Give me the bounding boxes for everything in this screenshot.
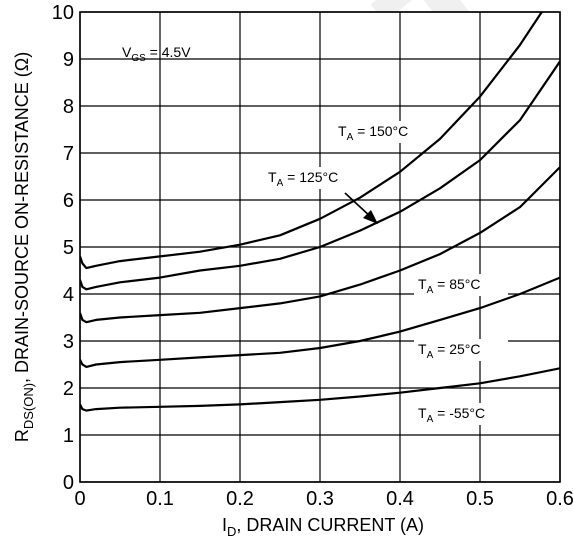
x-tick-label: 0.5 — [466, 488, 494, 510]
y-tick-label: 4 — [63, 284, 74, 306]
series-line — [80, 60, 560, 291]
y-tick-label: 0 — [63, 472, 74, 494]
y-axis-title: RDS(ON), DRAIN-SOURCE ON-RESISTANCE (Ω) — [12, 52, 36, 442]
series-label-bg — [414, 403, 508, 425]
grid — [79, 11, 561, 483]
series-label: TA = -55°C — [418, 405, 485, 425]
series-line — [80, 276, 560, 368]
y-tick-label: 1 — [63, 425, 74, 447]
x-axis-title: ID, DRAIN CURRENT (A) — [222, 515, 424, 539]
series-line — [80, 367, 560, 412]
x-tick-label: 0.6 — [546, 488, 573, 510]
series-labels: TA = 150°C TA = 125°C TA = 85°C TA = 25°C TA… — [264, 121, 508, 425]
series-label: TA = 25°C — [418, 341, 480, 361]
annotation-arrow — [344, 192, 378, 224]
y-tick-label: 5 — [63, 237, 74, 259]
vgs-annotation: VGS = 4.5V — [122, 44, 191, 64]
x-tick-label: 0.3 — [306, 488, 334, 510]
y-tick-label: 10 — [52, 2, 74, 24]
series-label-bg — [414, 274, 508, 296]
y-tick-label: 8 — [63, 96, 74, 118]
series-lines — [80, 12, 560, 412]
series-label: TA = 85°C — [418, 276, 480, 296]
tick-labels: 0 0.1 0.2 0.3 0.4 0.5 0.6 0 1 2 3 4 5 6 7 8 9 10 — [52, 2, 573, 510]
x-tick-label: 0.1 — [146, 488, 174, 510]
series-label-bg — [414, 339, 508, 361]
x-tick-label: 0.2 — [226, 488, 254, 510]
y-tick-label: 2 — [63, 378, 74, 400]
plot-frame — [79, 11, 561, 483]
x-tick-label: 0 — [74, 488, 85, 510]
series-line — [80, 166, 560, 324]
y-tick-label: 6 — [63, 190, 74, 212]
y-tick-label: 7 — [63, 143, 74, 165]
x-tick-label: 0.4 — [386, 488, 414, 510]
y-tick-label: 9 — [63, 49, 74, 71]
series-label: TA = 125°C — [268, 169, 338, 189]
series-label-bg — [334, 121, 428, 143]
y-tick-label: 3 — [63, 331, 74, 353]
series-line — [80, 12, 544, 270]
series-label-bg — [264, 167, 358, 189]
series-label: TA = 150°C — [338, 123, 408, 143]
